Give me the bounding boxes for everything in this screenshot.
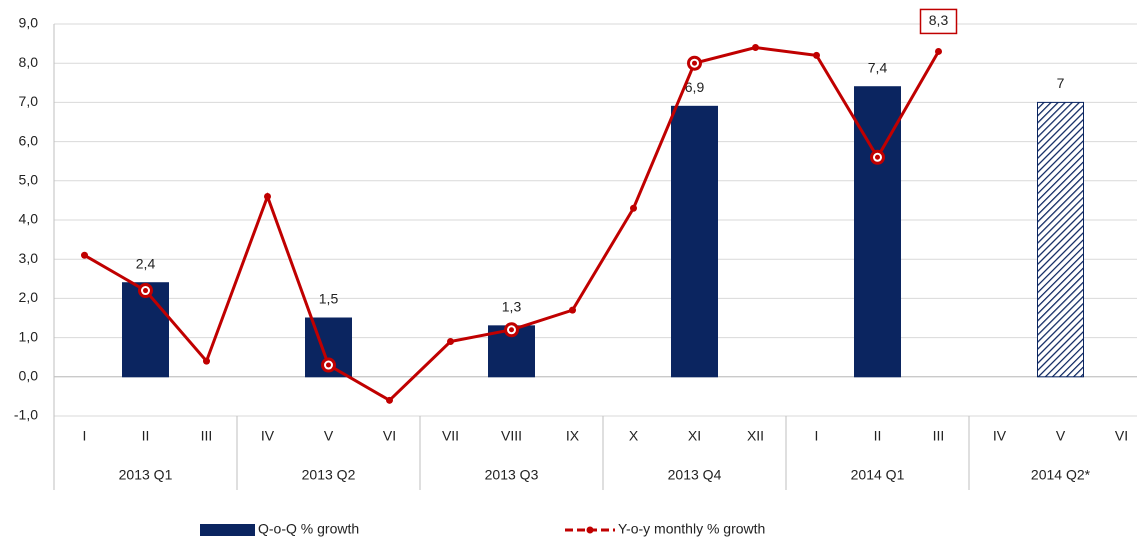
line-marker-dot <box>509 327 514 333</box>
line-marker <box>813 51 820 59</box>
y-tick-label: 0,0 <box>19 368 39 384</box>
y-tick-label: 1,0 <box>19 328 39 344</box>
data-label: 6,9 <box>685 79 705 95</box>
x-tick-label: VI <box>383 428 396 444</box>
bar <box>854 86 901 378</box>
group-label: 2014 Q2* <box>1031 467 1091 483</box>
data-label: 8,3 <box>929 12 949 28</box>
x-tick-label: IV <box>261 428 275 444</box>
x-tick-label: XII <box>747 428 764 444</box>
line-marker-dot <box>692 60 697 66</box>
legend-label: Q-o-Q % growth <box>258 521 359 537</box>
legend-swatch <box>200 524 255 536</box>
data-label: 7,4 <box>868 59 888 75</box>
line-marker <box>935 47 942 55</box>
bar <box>122 282 169 378</box>
x-tick-label: VIII <box>501 428 522 444</box>
y-tick-label: 5,0 <box>19 172 39 188</box>
x-tick-label: II <box>142 428 150 444</box>
group-label: 2013 Q3 <box>485 467 539 483</box>
y-tick-label: -1,0 <box>14 407 38 423</box>
y-tick-label: 2,0 <box>19 289 39 305</box>
x-tick-label: II <box>874 428 882 444</box>
data-label: 1,3 <box>502 299 522 315</box>
line-marker <box>81 251 88 259</box>
x-tick-label: V <box>324 428 334 444</box>
x-tick-label: IX <box>566 428 580 444</box>
line-marker-dot <box>143 288 148 294</box>
data-label: 1,5 <box>319 291 339 307</box>
group-label: 2013 Q4 <box>668 467 722 483</box>
y-tick-label: 4,0 <box>19 211 39 227</box>
line-marker-dot <box>875 154 880 160</box>
data-label: 7 <box>1057 75 1065 91</box>
y-tick-label: 7,0 <box>19 93 39 109</box>
legend-label: Y-o-y monthly % growth <box>618 521 765 537</box>
x-tick-label: III <box>933 428 945 444</box>
line-marker <box>447 338 454 346</box>
x-tick-label: V <box>1056 428 1066 444</box>
group-label: 2013 Q2 <box>302 467 356 483</box>
group-label: 2014 Q1 <box>851 467 905 483</box>
x-tick-label: III <box>201 428 213 444</box>
line-marker <box>264 192 271 200</box>
bar <box>671 105 718 378</box>
line-marker <box>752 44 759 52</box>
legend-marker <box>586 526 594 534</box>
x-tick-label: XI <box>688 428 701 444</box>
line-marker <box>203 357 210 365</box>
data-label-box <box>919 8 958 35</box>
x-tick-label: X <box>629 428 639 444</box>
y-tick-label: 3,0 <box>19 250 39 266</box>
y-tick-label: 8,0 <box>19 54 39 70</box>
x-tick-label: VII <box>442 428 459 444</box>
line-marker <box>386 396 393 404</box>
y-tick-label: 9,0 <box>19 15 39 31</box>
y-tick-label: 6,0 <box>19 132 39 148</box>
group-label: 2013 Q1 <box>119 467 173 483</box>
x-tick-label: IV <box>993 428 1007 444</box>
bar <box>1037 101 1084 378</box>
line-marker <box>569 306 576 314</box>
line-marker-dot <box>326 362 331 368</box>
data-label: 2,4 <box>136 255 156 271</box>
x-tick-label: I <box>83 428 87 444</box>
line-marker <box>630 204 637 212</box>
x-tick-label: VI <box>1115 428 1128 444</box>
x-tick-label: I <box>815 428 819 444</box>
